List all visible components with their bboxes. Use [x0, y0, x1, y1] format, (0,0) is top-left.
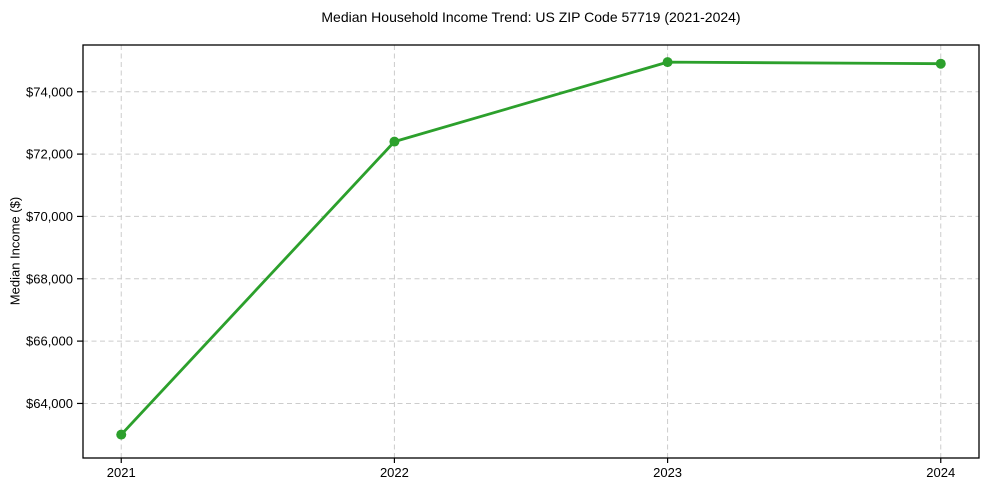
y-tick-label: $72,000	[26, 147, 73, 162]
data-point-2023	[662, 57, 673, 68]
chart-title: Median Household Income Trend: US ZIP Co…	[321, 9, 741, 25]
y-tick-label: $74,000	[26, 84, 73, 99]
x-tick-label: 2024	[926, 465, 955, 480]
trend-line	[119, 60, 943, 437]
x-tick-label: 2022	[380, 465, 409, 480]
y-tick-label: $66,000	[26, 334, 73, 349]
y-tick-label: $64,000	[26, 396, 73, 411]
data-point-2021	[116, 429, 127, 440]
y-tick-label: $70,000	[26, 209, 73, 224]
data-point-2022	[389, 136, 400, 147]
plot-border	[82, 44, 980, 459]
x-tick-label: 2023	[653, 465, 682, 480]
x-tick-label: 2021	[107, 465, 136, 480]
data-point-2024	[935, 58, 946, 69]
y-tick-label: $68,000	[26, 271, 73, 286]
